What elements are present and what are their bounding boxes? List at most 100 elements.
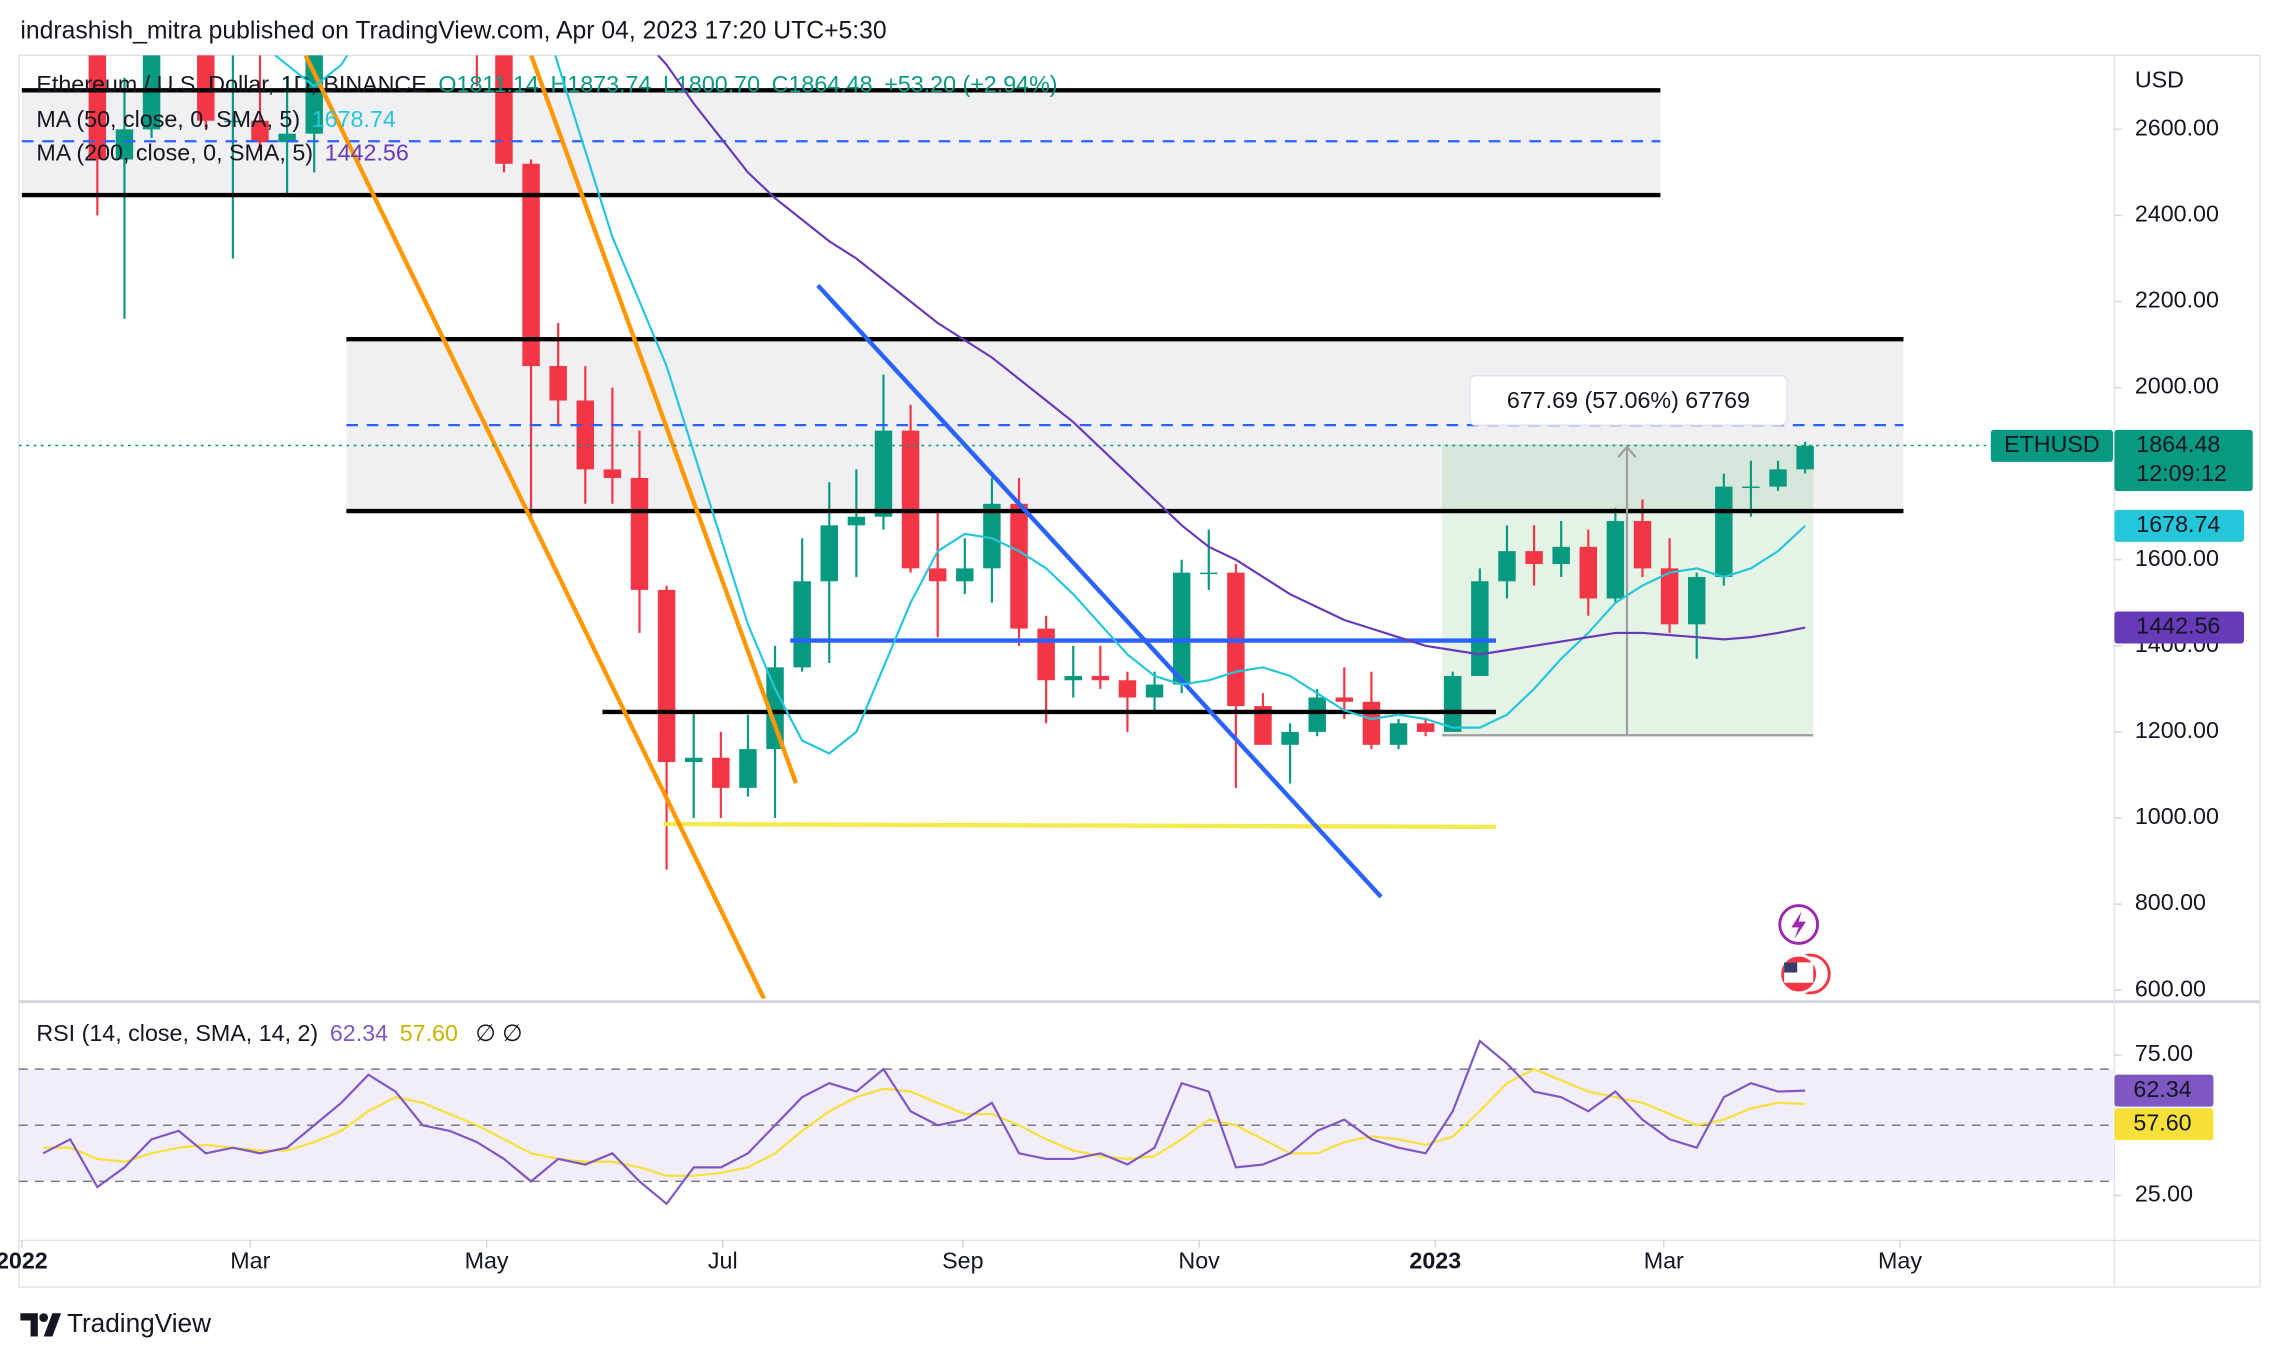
ma50-value: 1678.74 (312, 106, 396, 132)
candle-body (495, 55, 513, 164)
candle-body (1715, 486, 1733, 577)
x-tick-label: Sep (942, 1247, 983, 1273)
rsi-tick-label: 25.00 (2135, 1181, 2193, 1207)
candle-body (1660, 568, 1679, 625)
ma200-legend: MA (200, close, 0, SMA, 5) 1442.56 (36, 139, 408, 165)
candle-body (1796, 445, 1814, 470)
ma50-name: MA (50, close, 0, SMA, 5) (36, 106, 300, 132)
candle-body (1769, 469, 1787, 487)
candle-body (1145, 684, 1164, 698)
ma200-name: MA (200, close, 0, SMA, 5) (36, 139, 313, 165)
candle-body (1633, 521, 1652, 569)
measure-arrow-head (1617, 445, 1637, 458)
brand-dot (39, 1313, 49, 1322)
ma-line (273, 55, 1806, 755)
x-tick-label: May (1878, 1247, 1922, 1273)
ohlc-change: +53.20 (+2.94%) (884, 71, 1057, 97)
symbol-badge: ETHUSD (2004, 431, 2100, 457)
x-tick-label: May (465, 1247, 509, 1273)
candle-body (197, 55, 215, 121)
candle-body (251, 120, 269, 143)
rsi-ma-badge: 57.60 (2133, 1109, 2191, 1135)
rsi-ma-badge-box (2114, 1108, 2214, 1141)
candle-body (576, 400, 595, 470)
measure-label: 677.69 (57.06%) 67769 (1507, 387, 1750, 413)
symbol-badge-box (1990, 429, 2114, 462)
candle-body (1010, 503, 1028, 629)
candle-body (1091, 675, 1110, 681)
candle-body (1362, 701, 1381, 745)
x-tick-label: Nov (1178, 1247, 1220, 1273)
y-tick-label: 2400.00 (2135, 201, 2219, 227)
candle-body (1389, 723, 1408, 745)
candle-body (1118, 680, 1137, 698)
candle-body (630, 477, 649, 590)
ma-line (656, 55, 1806, 656)
candle-body (1687, 576, 1706, 625)
candle-body (928, 568, 947, 582)
candle-body (115, 129, 134, 160)
publish-header: indrashish_mitra published on TradingVie… (20, 18, 886, 45)
trend-line (816, 283, 1383, 899)
drawings-top (18, 55, 2115, 999)
rsi-line (42, 1039, 1806, 1206)
y-tick-label: 2200.00 (2135, 287, 2219, 313)
candle-body (1498, 551, 1516, 582)
candle-body (1471, 581, 1489, 676)
ma-badge-box (2114, 611, 2244, 644)
rsi-value: 62.34 (330, 1020, 388, 1046)
ma50-legend: MA (50, close, 0, SMA, 5) 1678.74 (36, 106, 396, 132)
flag-canton (1784, 962, 1798, 973)
candle-body (305, 55, 323, 134)
candle-body (88, 55, 107, 160)
trend-line (303, 55, 766, 999)
ma-badge-box (2114, 509, 2244, 542)
y-tick-label: 1600.00 (2135, 545, 2219, 571)
currency: USD (2135, 67, 2184, 93)
candle-body (901, 430, 920, 569)
candle-body (549, 366, 567, 401)
candle-body (1254, 706, 1272, 745)
y-tick-label: 2000.00 (2135, 373, 2219, 399)
price-badge-box (2114, 429, 2253, 492)
candle-body (1064, 675, 1082, 681)
candle-body (1552, 546, 1570, 565)
candle-body (684, 757, 703, 763)
brand: TradingView (67, 1308, 211, 1338)
symbol: Ethereum / U.S. Dollar, 1D, BINANCE (36, 71, 426, 97)
ohlc-close: C1864.48 (772, 71, 873, 97)
rsi-tick-label: 75.00 (2135, 1040, 2193, 1066)
support-line (663, 821, 1496, 830)
candle-body (1335, 697, 1354, 702)
x-tick-label: 2023 (1409, 1247, 1461, 1273)
candle-body (1037, 628, 1055, 681)
ma200-value: 1442.56 (325, 139, 409, 165)
candles (88, 55, 1814, 870)
candle-body (278, 133, 296, 143)
measure-label-box (1469, 374, 1788, 426)
brand-mark (20, 1313, 62, 1337)
x-tick-label: Jul (708, 1247, 738, 1273)
x-tick-label: Mar (1644, 1247, 1684, 1273)
rsi-badge: 62.34 (2133, 1076, 2191, 1102)
candle-body (712, 757, 730, 788)
candle-body (522, 163, 540, 367)
ohlc-open: O1811.14 (438, 71, 539, 97)
countdown: 12:09:12 (2136, 460, 2227, 486)
trend-line (529, 55, 799, 785)
rsi-extra: ∅ ∅ (475, 1020, 522, 1046)
rsi-name: RSI (14, close, SMA, 14, 2) (36, 1020, 318, 1046)
candle-body (603, 469, 622, 478)
candle-body (983, 503, 1001, 569)
candle-body (1525, 551, 1543, 565)
zone (21, 90, 1661, 196)
candle-body (820, 525, 838, 582)
price-badge: 1864.48 (2136, 431, 2220, 457)
candle-body (1308, 697, 1326, 732)
x-tick-label: Mar (230, 1247, 270, 1273)
symbol-legend: Ethereum / U.S. Dollar, 1D, BINANCE O1811… (36, 71, 1057, 97)
candle-body (1200, 572, 1218, 575)
candle-body (224, 120, 242, 123)
candle-body (1281, 731, 1299, 745)
